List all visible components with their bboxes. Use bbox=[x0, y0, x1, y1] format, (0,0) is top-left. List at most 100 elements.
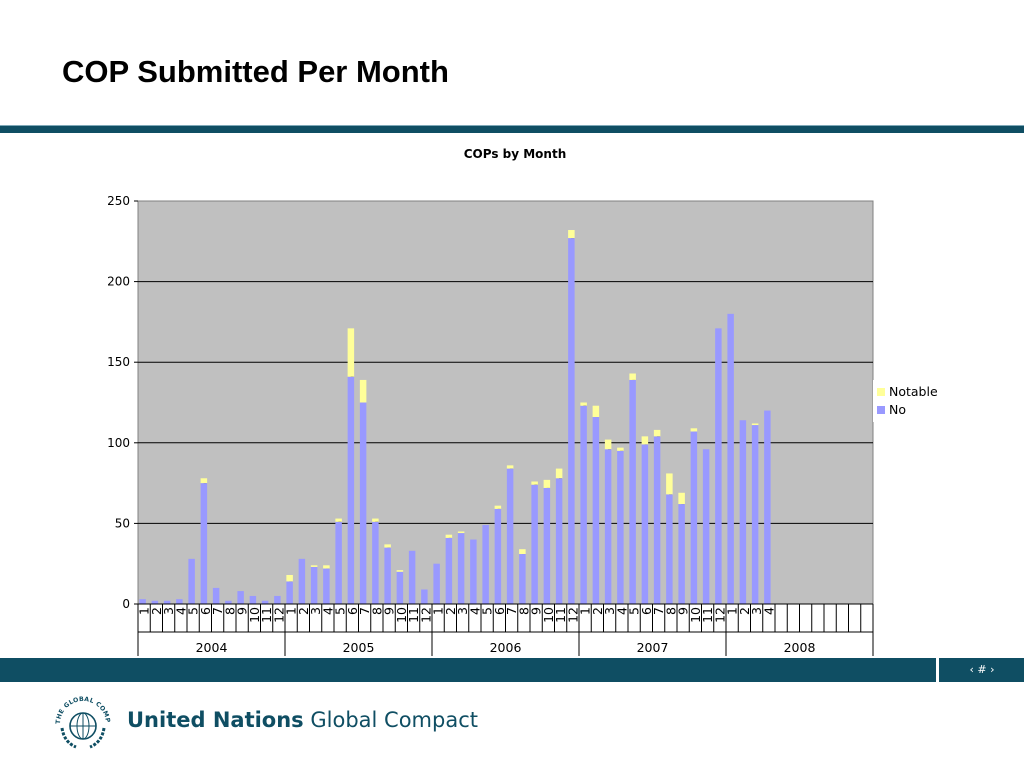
bar-notable bbox=[286, 574, 293, 582]
month-label: 7 bbox=[504, 607, 519, 615]
month-label: 6 bbox=[492, 607, 507, 615]
bar-no bbox=[384, 547, 391, 604]
bar-no bbox=[200, 483, 208, 604]
month-label: 8 bbox=[663, 607, 678, 615]
bar-no bbox=[764, 410, 771, 604]
plot-area: 0501001502002501234567891011121234567891… bbox=[107, 194, 874, 656]
bar-no bbox=[359, 402, 367, 604]
month-label: 7 bbox=[210, 607, 225, 615]
year-label: 2006 bbox=[490, 640, 522, 655]
legend-swatch-notable bbox=[877, 388, 885, 396]
month-label: 9 bbox=[529, 607, 544, 615]
month-label: 3 bbox=[602, 607, 617, 615]
month-label: 11 bbox=[700, 607, 715, 623]
y-tick-label: 200 bbox=[107, 275, 130, 289]
bar-notable bbox=[604, 439, 612, 450]
bar-notable bbox=[323, 565, 330, 569]
emblem-text: THE GLOBAL COMPACT bbox=[50, 692, 111, 724]
bar-no bbox=[739, 420, 747, 604]
title-divider bbox=[0, 125, 1024, 133]
month-label: 5 bbox=[333, 607, 348, 615]
bar-no bbox=[715, 328, 722, 604]
bar-notable bbox=[592, 405, 600, 418]
month-label: 4 bbox=[761, 607, 776, 615]
bar-no bbox=[629, 379, 636, 604]
year-label: 2008 bbox=[784, 640, 816, 655]
month-label: 5 bbox=[480, 607, 495, 615]
bar-no bbox=[408, 550, 416, 604]
legend-label-notable: Notable bbox=[889, 384, 938, 399]
month-label: 12 bbox=[565, 607, 580, 623]
month-label: 7 bbox=[357, 607, 372, 615]
bar-no bbox=[212, 587, 220, 604]
global-compact-logo-text: United Nations Global Compact bbox=[127, 708, 478, 732]
bar-notable bbox=[568, 230, 575, 239]
bar-no bbox=[555, 478, 563, 604]
month-label: 2 bbox=[590, 607, 605, 615]
footer-divider bbox=[936, 658, 939, 682]
month-label: 10 bbox=[541, 607, 556, 623]
bar-no bbox=[163, 600, 171, 604]
chart-title: COPs by Month bbox=[463, 147, 567, 161]
bar-no bbox=[690, 431, 698, 604]
bar-no bbox=[494, 508, 502, 604]
bar-no bbox=[445, 537, 453, 604]
month-label: 12 bbox=[418, 607, 433, 623]
bar-notable bbox=[617, 447, 624, 451]
month-label: 2 bbox=[149, 607, 164, 615]
bar-notable bbox=[666, 473, 673, 495]
bar-no bbox=[261, 600, 269, 604]
bar-no bbox=[482, 525, 489, 604]
bar-notable bbox=[310, 565, 318, 567]
month-label: 11 bbox=[259, 607, 274, 623]
bar-no bbox=[531, 484, 538, 604]
month-label: 1 bbox=[578, 607, 593, 615]
bar-notable bbox=[457, 531, 465, 534]
bar-notable bbox=[678, 492, 685, 505]
month-label: 8 bbox=[222, 607, 237, 615]
month-label: 12 bbox=[271, 607, 286, 623]
month-label: 3 bbox=[308, 607, 323, 615]
bar-no bbox=[433, 563, 440, 604]
bar-no bbox=[151, 600, 159, 604]
bar-notable bbox=[335, 518, 342, 522]
month-label: 9 bbox=[676, 607, 691, 615]
month-label: 6 bbox=[639, 607, 654, 615]
month-label: 10 bbox=[688, 607, 703, 623]
bar-notable bbox=[372, 518, 379, 522]
bar-notable bbox=[690, 428, 698, 432]
bar-no bbox=[604, 449, 612, 604]
month-label: 4 bbox=[173, 607, 188, 615]
bar-no bbox=[421, 589, 428, 604]
bar-no bbox=[176, 599, 183, 604]
month-label: 5 bbox=[627, 607, 642, 615]
bar-no bbox=[641, 444, 649, 604]
y-tick-label: 100 bbox=[107, 436, 130, 450]
bar-no bbox=[298, 558, 306, 604]
bar-no bbox=[727, 313, 734, 604]
month-label: 2 bbox=[443, 607, 458, 615]
bar-no bbox=[188, 558, 195, 604]
year-label: 2004 bbox=[196, 640, 228, 655]
svg-text:THE GLOBAL COMPACT: THE GLOBAL COMPACT bbox=[50, 692, 111, 724]
bar-no bbox=[286, 581, 293, 604]
month-label: 1 bbox=[284, 607, 299, 615]
bar-no bbox=[543, 487, 551, 604]
legend-item-notable: Notable bbox=[877, 384, 938, 400]
bar-notable bbox=[531, 481, 538, 485]
bar-notable bbox=[543, 479, 551, 488]
month-label: 2 bbox=[737, 607, 752, 615]
legend-item-no: No bbox=[877, 402, 906, 418]
bar-no bbox=[237, 591, 244, 604]
month-label: 10 bbox=[394, 607, 409, 623]
bar-no bbox=[274, 595, 281, 604]
month-label: 9 bbox=[382, 607, 397, 615]
bar-no bbox=[372, 521, 379, 604]
bar-notable bbox=[396, 570, 404, 572]
month-label: 12 bbox=[712, 607, 727, 623]
bar-notable bbox=[751, 423, 759, 426]
logo-brand-regular: Global Compact bbox=[310, 708, 478, 732]
bar-no bbox=[396, 571, 404, 604]
bar-no bbox=[335, 521, 342, 604]
bar-no bbox=[323, 568, 330, 604]
